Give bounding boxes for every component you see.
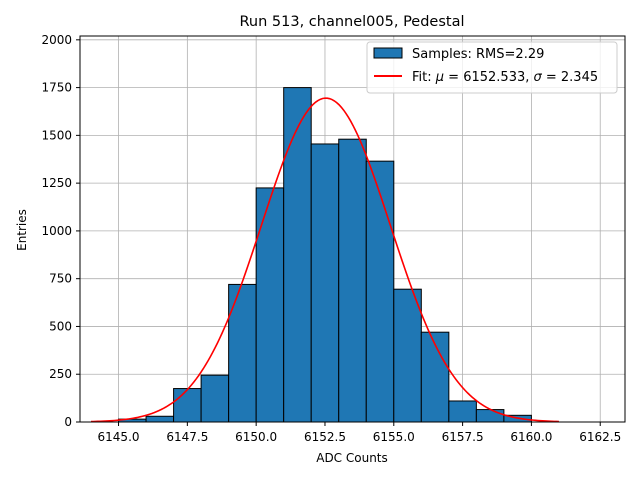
legend: Samples: RMS=2.29 Fit: μ = 6152.533, σ =… [366,41,618,94]
histogram-bar [228,283,257,423]
chart-title: Run 513, channel005, Pedestal [239,14,464,30]
histogram-bar [255,187,285,423]
legend-histogram-label: Samples: RMS=2.29 [412,47,544,62]
y-tick-label: 750 [49,272,72,286]
histogram-bar [393,288,422,423]
x-tick-label: 6157.5 [442,430,484,444]
fit-curve [90,97,559,423]
histogram-bar [200,374,230,423]
x-tick-label: 6147.5 [166,430,208,444]
y-tick-label: 1250 [41,176,72,190]
histogram-bar [420,331,450,423]
histogram-bar [448,400,477,423]
histogram-bar [173,388,202,423]
legend-fit-label: Fit: μ = 6152.533, σ = 2.345 [412,70,598,85]
x-axis-label: ADC Counts [316,451,388,465]
histogram-bar [475,409,505,423]
histogram-bars [118,87,532,423]
x-tick-label: 6150.0 [235,430,277,444]
x-tick-label: 6160.0 [510,430,552,444]
x-tick-label: 6155.0 [373,430,415,444]
y-axis-ticks: 0 250 500 750 1000 1250 1500 1750 2000 [41,33,80,429]
y-tick-label: 1000 [41,224,72,238]
histogram-bar [283,87,312,423]
x-tick-label: 6162.5 [579,430,621,444]
axes-frame [79,35,626,423]
legend-histogram-swatch [373,47,403,59]
y-axis-label: Entries [15,209,29,251]
y-tick-label: 2000 [41,33,72,47]
y-tick-label: 250 [49,367,72,381]
histogram-bar [310,143,340,423]
x-axis-ticks: 6145.0 6147.5 6150.0 6152.5 6155.0 6157.5 6160… [98,422,621,444]
y-tick-label: 1750 [41,81,72,95]
histogram-bar [365,160,395,423]
x-tick-label: 6152.5 [304,430,346,444]
y-tick-label: 1500 [41,128,72,142]
fit-curve-line [90,97,559,423]
y-tick-label: 500 [49,319,72,333]
histogram-bar [338,138,367,423]
y-tick-label: 0 [64,415,72,429]
x-tick-label: 6145.0 [98,430,140,444]
legend-box [366,41,618,94]
histogram-bar [145,415,175,423]
